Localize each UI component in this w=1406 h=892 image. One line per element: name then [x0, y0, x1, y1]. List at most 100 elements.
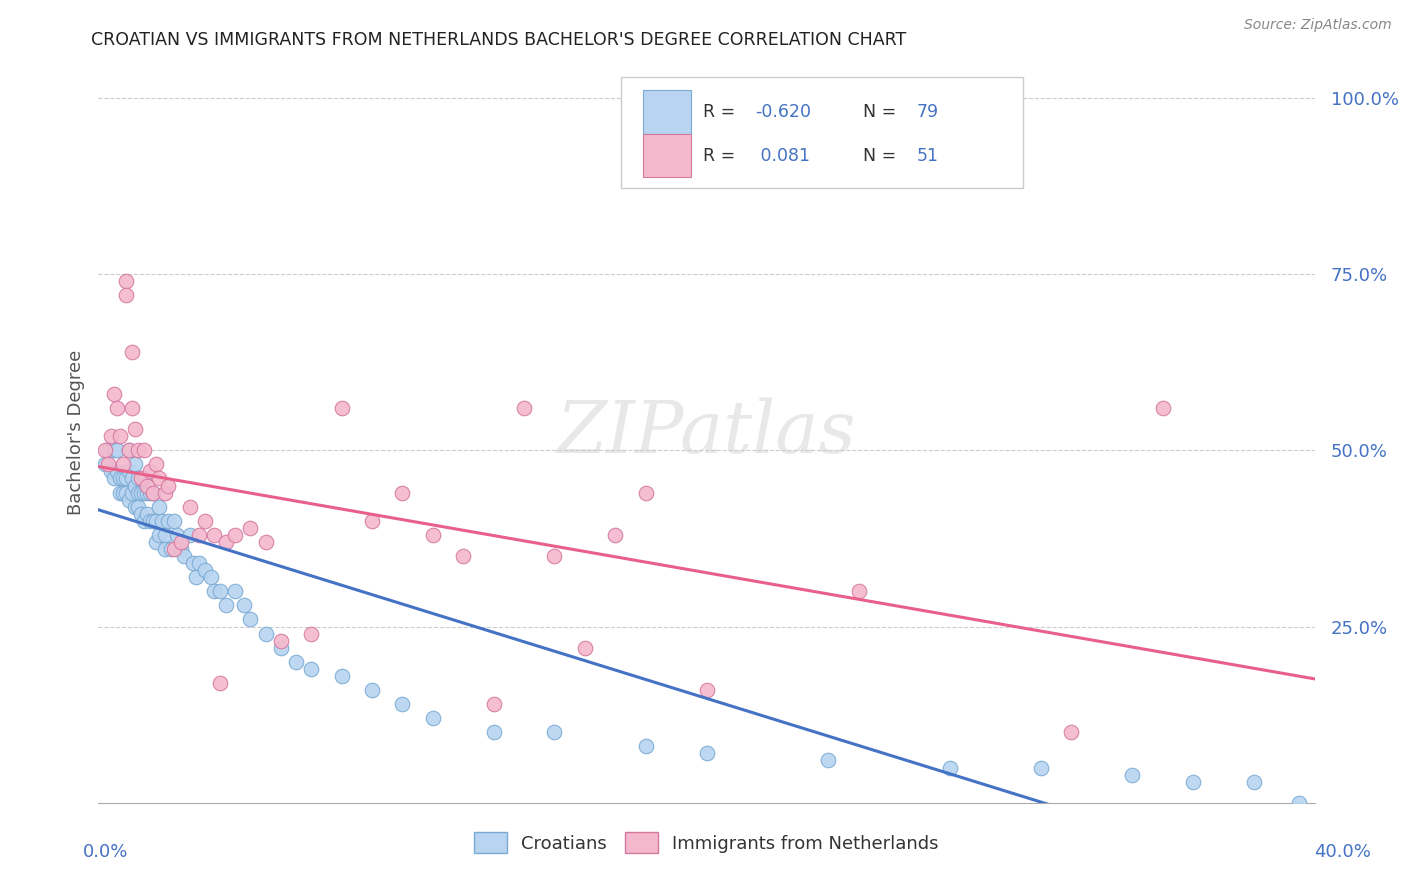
- Point: [100, 429, 122, 443]
- Point: [160, 541, 183, 556]
- Point: [299, 662, 322, 676]
- Point: [1060, 725, 1083, 739]
- Point: [391, 485, 413, 500]
- Point: [96, 443, 118, 458]
- Point: [157, 478, 180, 492]
- Text: -0.620: -0.620: [755, 103, 811, 121]
- Point: [202, 528, 225, 542]
- Point: [1121, 767, 1143, 781]
- Point: [127, 443, 149, 458]
- Text: 51: 51: [917, 146, 939, 165]
- Point: [270, 640, 292, 655]
- Point: [139, 485, 162, 500]
- Point: [127, 500, 149, 514]
- Point: [696, 683, 718, 698]
- Point: [239, 612, 262, 626]
- Point: [129, 507, 152, 521]
- Point: [124, 500, 146, 514]
- Point: [187, 556, 209, 570]
- Point: [118, 443, 141, 458]
- Point: [169, 535, 191, 549]
- Point: [817, 754, 839, 768]
- Point: [634, 485, 657, 500]
- Point: [634, 739, 657, 754]
- Point: [200, 570, 222, 584]
- Point: [145, 458, 167, 472]
- Point: [114, 288, 136, 302]
- Text: 79: 79: [917, 103, 939, 121]
- Point: [155, 541, 177, 556]
- Point: [136, 507, 159, 521]
- Point: [111, 471, 134, 485]
- Point: [121, 344, 143, 359]
- Point: [105, 401, 128, 415]
- Point: [330, 669, 353, 683]
- Point: [103, 387, 125, 401]
- Point: [150, 514, 173, 528]
- Point: [163, 541, 186, 556]
- Point: [132, 514, 155, 528]
- Point: [939, 760, 962, 774]
- Point: [179, 500, 201, 514]
- Point: [132, 471, 155, 485]
- Point: [148, 471, 170, 485]
- Point: [118, 492, 141, 507]
- Text: R =: R =: [703, 103, 741, 121]
- Point: [224, 528, 246, 542]
- Point: [215, 535, 238, 549]
- Point: [330, 401, 353, 415]
- Point: [148, 500, 170, 514]
- Point: [139, 514, 162, 528]
- Point: [1243, 774, 1265, 789]
- Point: [93, 458, 115, 472]
- Point: [103, 471, 125, 485]
- Point: [422, 528, 444, 542]
- Point: [254, 535, 277, 549]
- Point: [111, 458, 134, 472]
- Text: CROATIAN VS IMMIGRANTS FROM NETHERLANDS BACHELOR'S DEGREE CORRELATION CHART: CROATIAN VS IMMIGRANTS FROM NETHERLANDS …: [91, 31, 907, 49]
- FancyBboxPatch shape: [621, 78, 1022, 188]
- Point: [513, 401, 536, 415]
- Point: [194, 563, 217, 577]
- Point: [155, 485, 177, 500]
- Text: ZIPatlas: ZIPatlas: [557, 397, 856, 468]
- Point: [145, 535, 167, 549]
- Point: [1152, 401, 1174, 415]
- Point: [163, 514, 186, 528]
- Point: [114, 485, 136, 500]
- Text: R =: R =: [703, 146, 741, 165]
- Point: [118, 464, 141, 478]
- Text: 0.081: 0.081: [755, 146, 810, 165]
- Point: [121, 485, 143, 500]
- Point: [121, 401, 143, 415]
- Point: [108, 429, 131, 443]
- Point: [173, 549, 195, 563]
- Point: [139, 464, 162, 478]
- Point: [391, 697, 413, 711]
- Point: [103, 443, 125, 458]
- Point: [100, 464, 122, 478]
- Point: [482, 697, 505, 711]
- Point: [142, 485, 165, 500]
- Point: [239, 521, 262, 535]
- Point: [184, 570, 207, 584]
- Point: [124, 478, 146, 492]
- Point: [145, 514, 167, 528]
- Point: [93, 443, 115, 458]
- Point: [121, 471, 143, 485]
- Point: [848, 584, 870, 599]
- Point: [361, 514, 384, 528]
- Point: [299, 626, 322, 640]
- Point: [194, 514, 217, 528]
- FancyBboxPatch shape: [644, 90, 690, 134]
- Point: [543, 725, 565, 739]
- Text: N =: N =: [852, 103, 903, 121]
- Point: [111, 485, 134, 500]
- Point: [224, 584, 246, 599]
- Point: [209, 584, 232, 599]
- Point: [543, 549, 565, 563]
- Point: [605, 528, 627, 542]
- Point: [1182, 774, 1205, 789]
- Point: [155, 528, 177, 542]
- Point: [574, 640, 596, 655]
